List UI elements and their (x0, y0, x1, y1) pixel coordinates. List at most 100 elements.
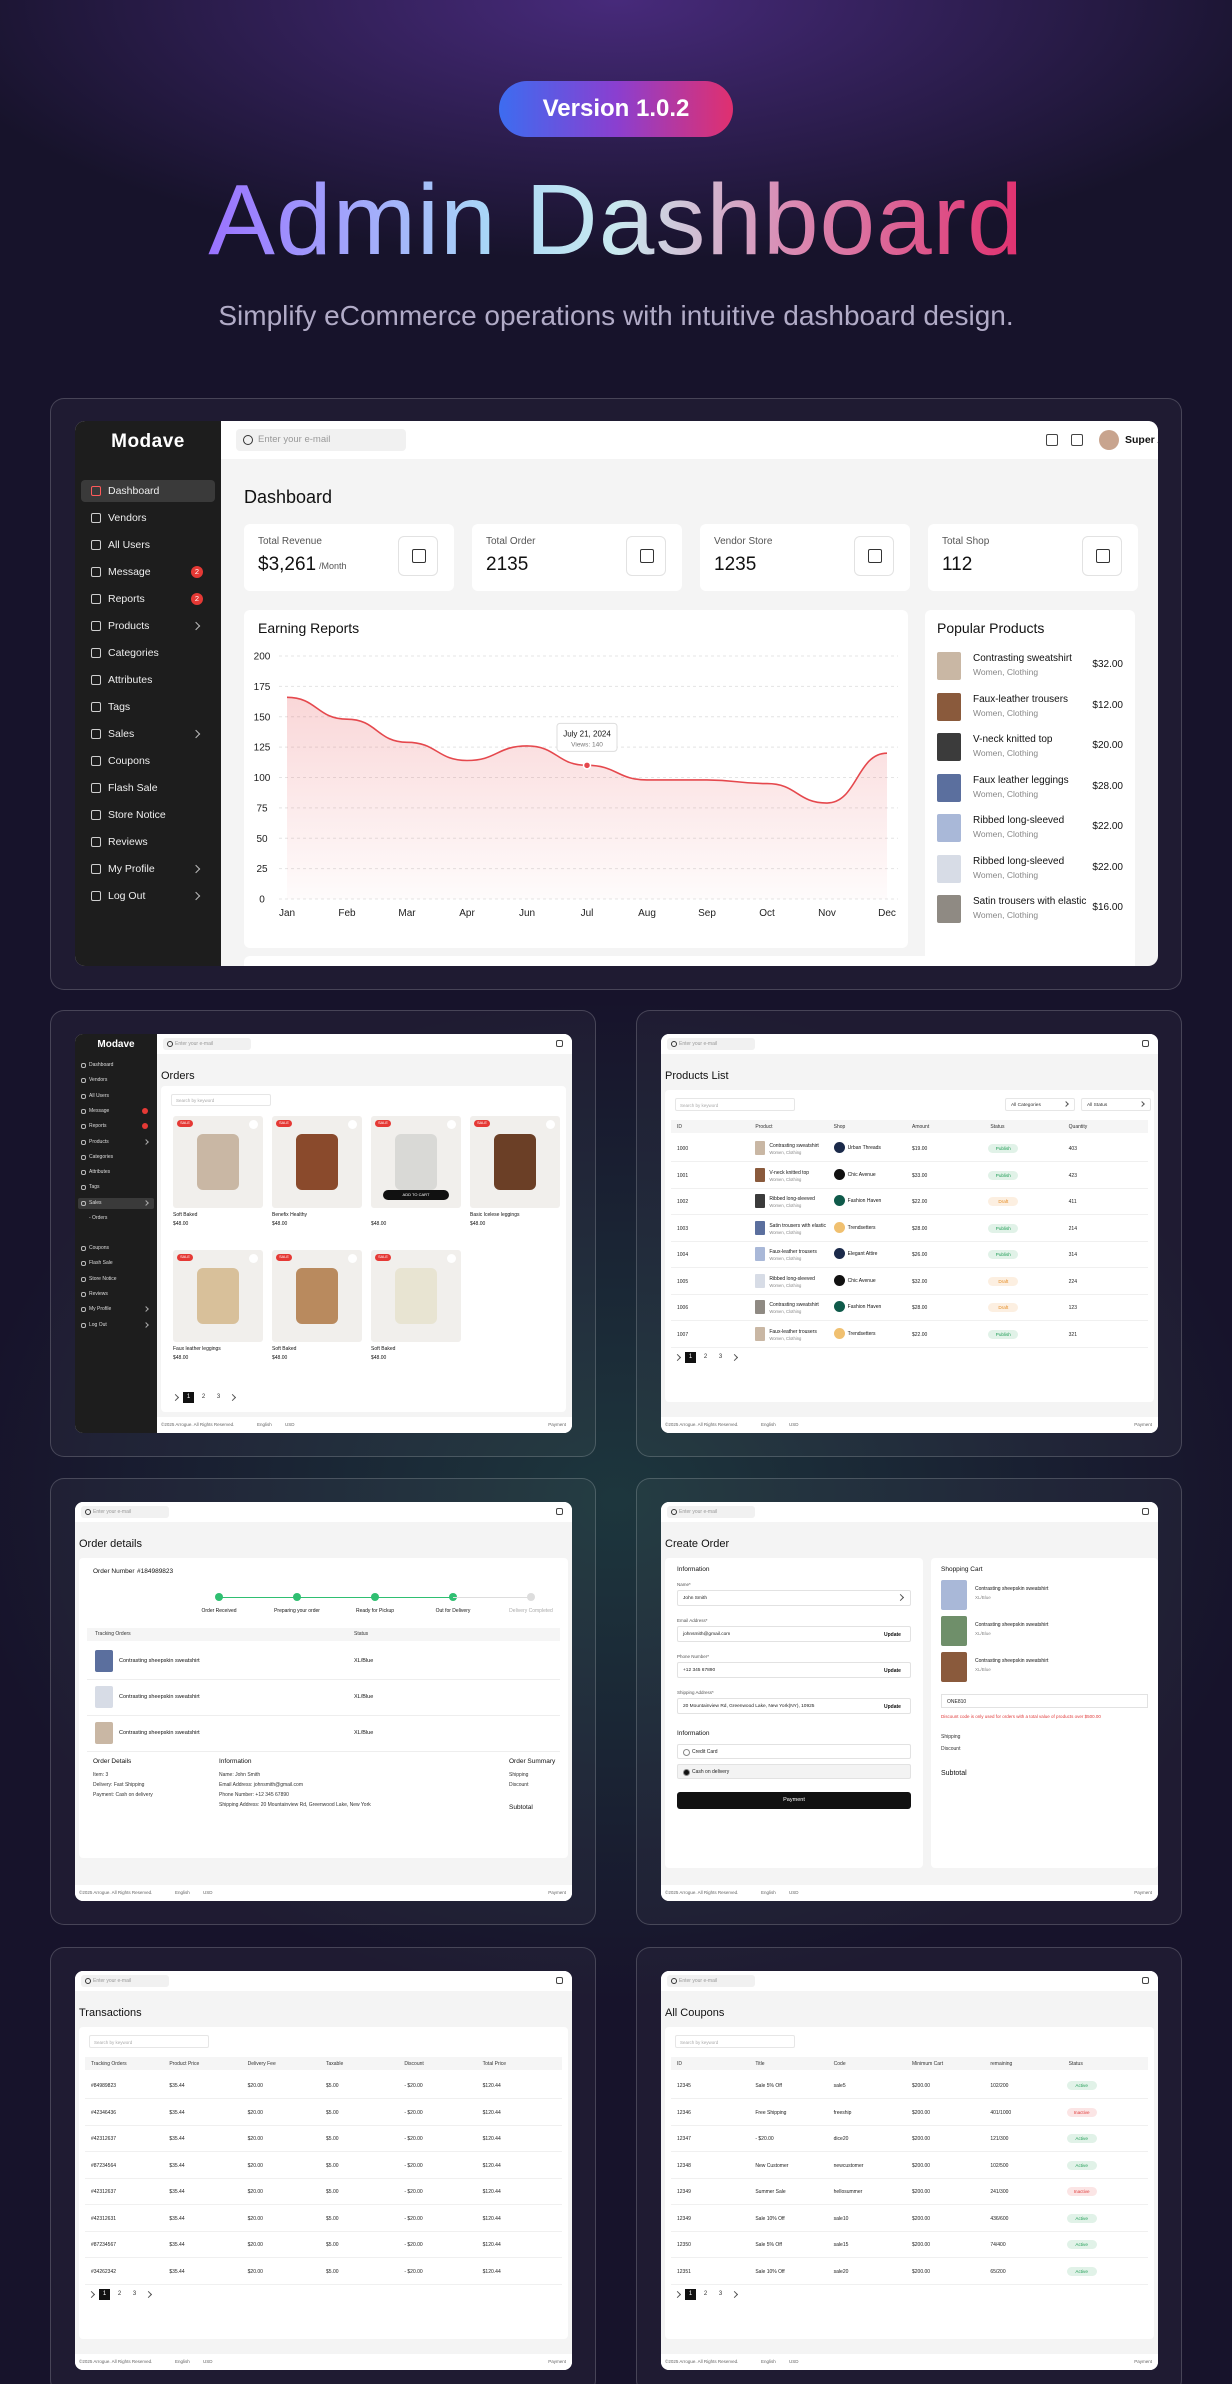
nav-item[interactable]: My Profile (81, 858, 215, 880)
shop-avatar (833, 1195, 845, 1206)
add-to-cart[interactable]: ADD TO CART (383, 1190, 449, 1200)
table-cell: dice20 (833, 2136, 849, 2142)
nav-item[interactable]: Log Out (81, 885, 215, 907)
footer-text: ©2025 Arrogue. All Rights Reserved. (665, 1422, 739, 1427)
keyword-search: Search by keyword (675, 1098, 795, 1111)
icon (1071, 434, 1083, 446)
column-header: Minimum Cart (912, 2060, 944, 2067)
nav-label: Reports (108, 593, 145, 605)
table-cell: $200.00 (912, 2109, 931, 2116)
page-button[interactable]: 2 (703, 1354, 708, 1360)
row-divider (85, 2098, 562, 2099)
nav-item[interactable]: All Users (81, 534, 215, 556)
table-cell: 1002 (677, 1199, 689, 1205)
nav-item: All Users (78, 1091, 154, 1102)
search-placeholder: Enter your e-mail (679, 1978, 718, 1984)
page-button[interactable]: 3 (132, 2291, 137, 2297)
chevron (143, 1138, 149, 1145)
page-button[interactable]: 2 (117, 2291, 122, 2297)
nav-label: Message (89, 1107, 110, 1114)
product-image: SALE (173, 1250, 263, 1342)
page-button[interactable]: 1 (685, 1352, 696, 1363)
column-header: Shop (833, 1123, 846, 1130)
table-cell: #42346436 (91, 2109, 117, 2116)
logo: Modave (97, 1039, 135, 1050)
nav-item[interactable]: Categories (81, 642, 215, 664)
row-divider (671, 1320, 1148, 1321)
shop-avatar (833, 1248, 845, 1259)
cart-item-name: Contrasting sheepskin sweatshirt (975, 1622, 1049, 1628)
page-button[interactable]: 2 (703, 2291, 708, 2297)
icon (91, 864, 101, 874)
row-divider (671, 1214, 1148, 1215)
page-button[interactable]: 1 (685, 2289, 696, 2300)
cart-item-name: Contrasting sheepskin sweatshirt (975, 1586, 1049, 1592)
search-icon (671, 1978, 677, 1984)
y-tick-label: 200 (254, 652, 271, 663)
nav-item[interactable]: Vendors (81, 507, 215, 529)
screen-title: Orders (161, 1070, 195, 1082)
stat-card: Total Revenue $3,261/Month (244, 524, 454, 591)
page-button[interactable]: 1 (99, 2289, 110, 2300)
column-header: Status (354, 1631, 369, 1637)
option-label: Cash on delivery (692, 1769, 730, 1775)
nav-item[interactable]: Reviews (81, 831, 215, 853)
page-button[interactable]: 3 (718, 1354, 723, 1360)
radio (683, 1769, 690, 1776)
product-shape (395, 1268, 437, 1324)
search-box: Enter your e-mail (163, 1038, 251, 1050)
row-divider (671, 1240, 1148, 1242)
nav-label: My Profile (89, 1306, 112, 1313)
step-label: Preparing your order (274, 1608, 320, 1614)
nav-label: Tags (108, 701, 131, 713)
page-button[interactable]: 3 (718, 2291, 723, 2297)
table-cell: $120.44 (482, 2242, 501, 2248)
page-button[interactable]: 1 (183, 1392, 194, 1403)
table-header (87, 1628, 560, 1641)
table-cell: $200.00 (912, 2083, 931, 2089)
search-box: Enter your e-mail (667, 1506, 755, 1518)
table-cell: $200.00 (912, 2189, 931, 2195)
table-cell: hellosummer (833, 2189, 863, 2195)
search-box[interactable]: Enter your e-mail (236, 429, 406, 451)
nav-item[interactable]: Store Notice (81, 804, 215, 826)
filter: All Categories (1005, 1098, 1075, 1111)
table-cell: $120.44 (482, 2109, 501, 2116)
icon (91, 540, 101, 550)
page-button[interactable]: 3 (216, 1394, 221, 1400)
table-cell: Fashion Haven (847, 1198, 882, 1204)
nav-label: Reports (89, 1123, 107, 1130)
popular-row: Faux leather leggings Women, Clothing $28.… (937, 772, 1123, 804)
table-cell: $35.44 (169, 2242, 185, 2248)
icon (81, 1185, 86, 1191)
row-divider (671, 2283, 1148, 2285)
cart-item-variant: XL/Blue (975, 1631, 991, 1636)
status-pill: Publish (988, 1170, 1019, 1180)
nav-item[interactable]: Reports 2 (81, 588, 215, 610)
nav-item[interactable]: Coupons (81, 750, 215, 772)
search-icon (85, 1978, 91, 1984)
search-icon (671, 1041, 677, 1047)
table-cell: #87234567 (91, 2242, 117, 2248)
table-cell: $200.00 (912, 2162, 931, 2169)
table-cell: sale15 (833, 2242, 849, 2248)
nav-item[interactable]: Dashboard (81, 480, 215, 502)
page-button[interactable]: 2 (201, 1394, 206, 1400)
nav-item[interactable]: Attributes (81, 669, 215, 691)
screen-window: Enter your e-mail ©2025 Arrogue. All Righ… (661, 1034, 1158, 1433)
table-cell: Sale 10% Off (755, 2215, 785, 2222)
nav-item[interactable]: Sales (81, 723, 215, 745)
stat-icon-box (626, 536, 666, 576)
product-thumb (755, 1141, 766, 1155)
product-thumb (755, 1220, 766, 1235)
table-cell: #84989823 (91, 2083, 117, 2089)
table-cell: - $20.00 (404, 2083, 423, 2089)
payment-button[interactable]: Payment (677, 1792, 911, 1809)
nav-item[interactable]: Tags (81, 696, 215, 718)
cart-item-name: Contrasting sheepskin sweatshirt (975, 1658, 1049, 1664)
nav-item[interactable]: Products (81, 615, 215, 637)
table-cell: $32.00 (912, 1278, 928, 1285)
nav-item[interactable]: Message 2 (81, 561, 215, 583)
product-thumb (937, 895, 961, 923)
nav-item[interactable]: Flash Sale (81, 777, 215, 799)
